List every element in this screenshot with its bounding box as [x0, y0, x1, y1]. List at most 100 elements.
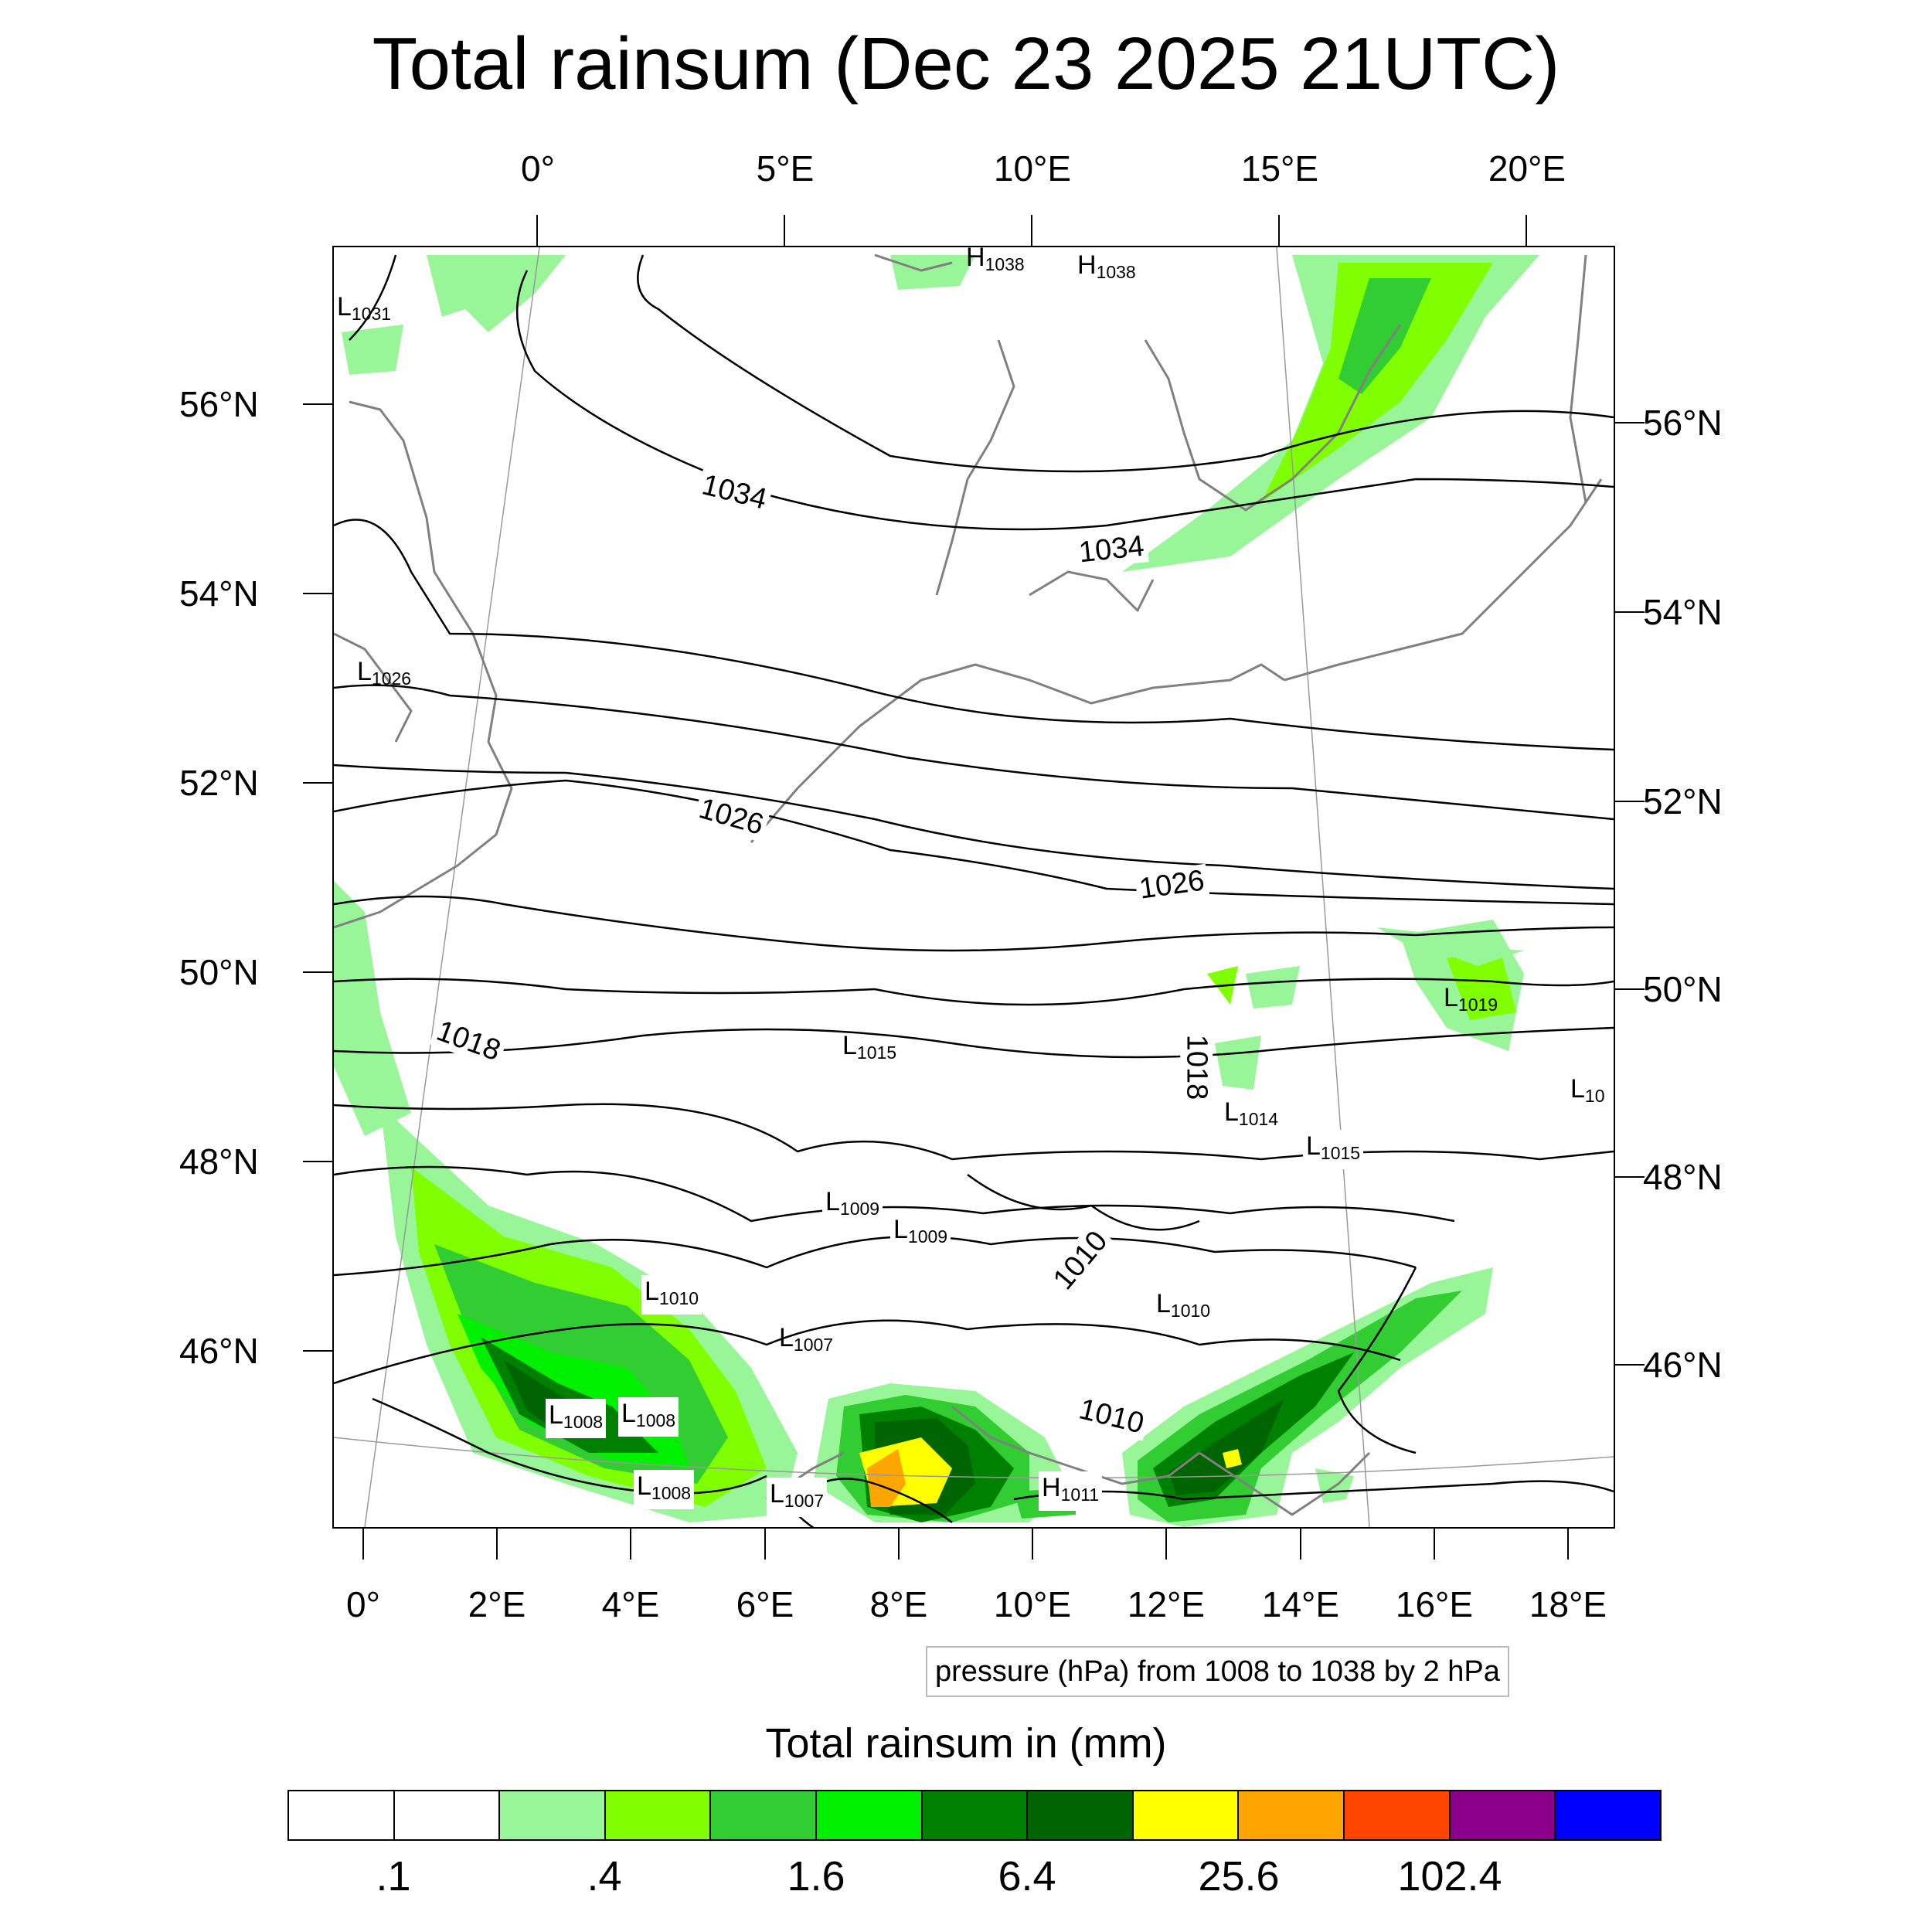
low-pressure-label: L1010	[641, 1275, 702, 1315]
coastline	[1284, 478, 1603, 682]
precip-area	[1223, 1449, 1242, 1468]
bottom-tick-mark	[362, 1529, 364, 1560]
left-lat-tick-label: 46°N	[179, 1331, 259, 1371]
bottom-lon-tick-label: 14°E	[1261, 1584, 1340, 1624]
top-lon-tick-label: 5°E	[756, 148, 815, 189]
left-lat-tick-label: 50°N	[179, 952, 259, 992]
meridian-line	[364, 247, 540, 1527]
colorbar-cell	[394, 1791, 501, 1839]
right-lat-tick-label: 56°N	[1643, 403, 1723, 443]
low-pressure-label: L1009	[822, 1185, 883, 1225]
precip-area	[334, 881, 411, 1136]
isobar	[797, 1514, 815, 1527]
isobar	[334, 519, 1614, 751]
colorbar-cell	[1345, 1791, 1451, 1839]
left-tick-mark	[303, 782, 332, 784]
low-pressure-label: L1008	[634, 1470, 695, 1509]
precip-area	[1261, 263, 1493, 502]
high-pressure-label: H1038	[1077, 250, 1136, 282]
low-pressure-label: L1008	[618, 1397, 679, 1437]
isobar-layer	[334, 254, 1614, 1527]
colorbar-title: Total rainsum in (mm)	[765, 1720, 1167, 1767]
coastline	[935, 339, 1015, 596]
bottom-lon-tick-label: 18°E	[1529, 1584, 1607, 1624]
left-lat-tick-label: 54°N	[179, 573, 259, 614]
low-pressure-label: L1008	[546, 1399, 607, 1438]
precip-area	[1377, 927, 1447, 951]
colorbar-cell	[1556, 1791, 1660, 1839]
coastline	[1199, 1451, 1371, 1516]
bottom-tick-mark	[1032, 1529, 1033, 1560]
precip-area	[1215, 1036, 1261, 1090]
colorbar-cell	[711, 1791, 818, 1839]
top-lon-tick-label: 0°	[521, 148, 555, 189]
left-lat-tick-label: 52°N	[179, 763, 259, 803]
colorbar-label: .1	[376, 1853, 411, 1900]
left-tick-mark	[303, 1350, 332, 1352]
precip-area	[1447, 951, 1516, 1020]
colorbar-label: 25.6	[1198, 1853, 1280, 1900]
colorbar-cell	[1239, 1791, 1345, 1839]
bottom-lon-tick-label: 6°E	[736, 1584, 794, 1624]
map-canvas	[334, 247, 1614, 1527]
isobar	[334, 1165, 1455, 1223]
coastline	[1569, 254, 1587, 503]
right-tick-mark	[1615, 1176, 1645, 1178]
colorbar-cell	[500, 1791, 606, 1839]
left-lat-tick-label: 56°N	[179, 384, 259, 424]
coastline	[874, 253, 953, 272]
precip-area	[1168, 1399, 1284, 1495]
right-tick-mark	[1615, 422, 1645, 423]
right-lat-tick-label: 52°N	[1643, 781, 1723, 821]
colorbar-label: 102.4	[1397, 1853, 1502, 1900]
bottom-tick-mark	[1165, 1529, 1167, 1560]
top-lon-tick-label: 20°E	[1488, 148, 1566, 189]
coastline	[750, 663, 1285, 843]
precip-area	[1416, 943, 1524, 966]
coastline-layer	[334, 253, 1603, 1516]
isobar	[334, 779, 1614, 906]
meridian-line	[1276, 247, 1370, 1527]
isobar	[967, 1173, 1200, 1231]
contour-info-box: pressure (hPa) from 1008 to 1038 by 2 hP…	[926, 1646, 1509, 1697]
coastline	[951, 1405, 1200, 1485]
coastline	[334, 400, 513, 929]
low-pressure-label: L1007	[779, 1323, 834, 1355]
bottom-tick-mark	[630, 1529, 631, 1560]
high-pressure-label: H1038	[966, 246, 1025, 274]
precip-area	[427, 255, 566, 332]
precip-layer	[334, 255, 1539, 1527]
colorbar-cell	[1133, 1791, 1240, 1839]
low-pressure-label: L1010	[1156, 1289, 1211, 1321]
bottom-tick-mark	[1567, 1529, 1569, 1560]
isobar	[334, 1103, 1614, 1161]
isobar	[334, 1026, 1614, 1059]
map-panel: H1038 H1038 L1031 L1026 L1019 L1015 L101…	[332, 246, 1615, 1529]
coastline	[334, 632, 413, 743]
parallel-line	[334, 1437, 1614, 1479]
low-pressure-label: L1014	[1224, 1097, 1279, 1129]
precip-area	[1338, 278, 1431, 394]
isobar	[1013, 1480, 1614, 1501]
bottom-tick-mark	[496, 1529, 498, 1560]
precip-area	[1246, 966, 1300, 1009]
left-tick-mark	[303, 971, 332, 973]
isobar	[515, 270, 1614, 531]
low-pressure-label: L10	[1570, 1074, 1605, 1106]
bottom-lon-tick-label: 16°E	[1395, 1584, 1474, 1624]
isobar	[372, 1397, 767, 1495]
isobar	[334, 764, 1614, 890]
colorbar-cell	[1028, 1791, 1134, 1839]
left-tick-mark	[303, 593, 332, 594]
colorbar-cell	[1450, 1791, 1556, 1839]
colorbar-label: 1.6	[787, 1853, 845, 1900]
low-pressure-label: L1019	[1444, 983, 1498, 1015]
colorbar-cell	[817, 1791, 923, 1839]
low-pressure-label: L1031	[337, 292, 392, 324]
right-tick-mark	[1615, 1364, 1645, 1366]
bottom-lon-tick-label: 8°E	[869, 1584, 928, 1624]
right-lat-tick-label: 48°N	[1643, 1157, 1723, 1197]
bottom-lon-tick-label: 4°E	[601, 1584, 660, 1624]
top-tick-mark	[1278, 215, 1280, 246]
low-pressure-label: L1026	[357, 657, 412, 689]
